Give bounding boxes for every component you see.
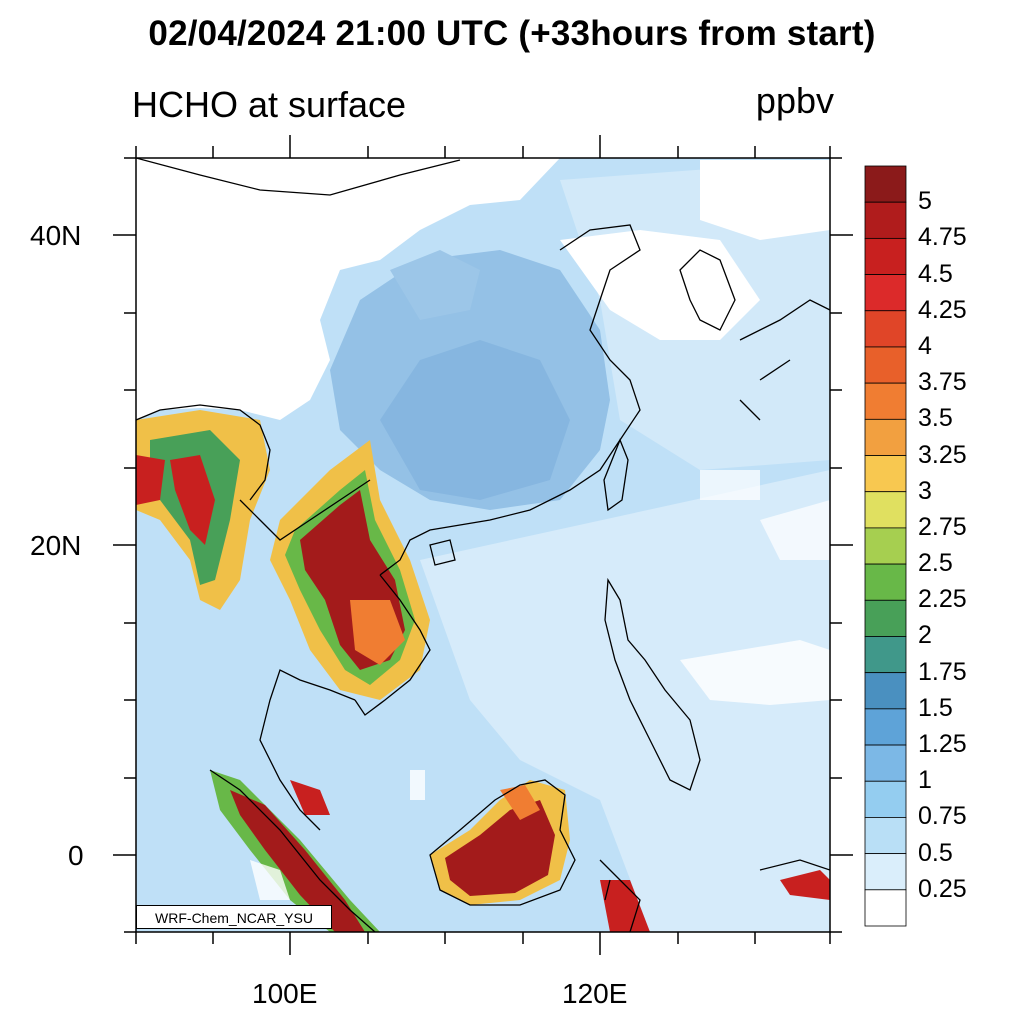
colorbar-swatch [864, 310, 907, 348]
korea-white-region [560, 230, 760, 340]
new-guinea-coastline [759, 859, 830, 871]
hcho-field [136, 158, 830, 932]
taiwan-coastline [603, 438, 629, 512]
korea-coastline [679, 249, 736, 331]
colorbar-level-label: 2.75 [918, 512, 967, 541]
colorbar-swatch [864, 418, 907, 456]
lat-label-20n: 20N [30, 530, 82, 561]
china-coastline [379, 224, 641, 576]
colorbar-level-label: 0.5 [918, 838, 953, 867]
colorbar-swatch [864, 382, 907, 420]
colorbar-swatch [864, 201, 907, 239]
colorbar-swatch [864, 455, 907, 493]
colorbar-level-label: 0.25 [918, 874, 967, 903]
colorbar-swatch [864, 527, 907, 565]
colorbar-level-label: 3 [918, 476, 932, 505]
lon-label-120e: 120E [562, 978, 628, 1009]
colorbar-swatch [864, 817, 907, 855]
border-line [239, 479, 371, 541]
axis-ticks [113, 135, 853, 955]
malay-peninsula-coastline [259, 669, 356, 831]
colorbar-swatch [864, 744, 907, 782]
colorbar-swatch [864, 853, 907, 891]
borneo-coastline [429, 779, 576, 906]
colorbar-swatch [864, 165, 907, 203]
variable-label: HCHO at surface [132, 84, 407, 125]
sulawesi-hotspot [600, 880, 650, 932]
colorbar [864, 165, 907, 927]
colorbar-level-label: 3.25 [918, 440, 967, 469]
colorbar-swatch [864, 780, 907, 818]
colorbar-level-label: 3.5 [918, 404, 953, 433]
coastlines [136, 158, 830, 932]
lat-label-0: 0 [68, 840, 84, 871]
sumatra-coastline [209, 769, 376, 932]
colorbar-level-label: 3.75 [918, 368, 967, 397]
colorbar-swatch [864, 237, 907, 275]
colorbar-swatch [864, 672, 907, 710]
border-line [136, 158, 461, 196]
colorbar-level-label: 4 [918, 331, 932, 360]
border-line [136, 404, 271, 501]
colorbar-level-label: 0.75 [918, 802, 967, 831]
japan-coastline [739, 299, 830, 421]
colorbar-level-label: 1.5 [918, 693, 953, 722]
colorbar-level-label: 5 [918, 187, 932, 216]
map-title: 02/04/2024 21:00 UTC (+33hours from star… [148, 14, 876, 53]
colorbar-swatch [864, 346, 907, 384]
northeast-white-region [700, 160, 830, 240]
hainan-coastline [429, 539, 456, 566]
colorbar-swatch [864, 599, 907, 637]
colorbar-level-label: 2.5 [918, 549, 953, 578]
colorbar-level-label: 2.25 [918, 585, 967, 614]
colorbar-swatch [864, 563, 907, 601]
colorbar-level-label: 1.75 [918, 657, 967, 686]
colorbar-swatch [864, 889, 907, 927]
units-label: ppbv [755, 80, 834, 121]
colorbar-level-label: 2 [918, 621, 932, 650]
lat-label-40n: 40N [30, 220, 82, 251]
colorbar-level-label: 1 [918, 766, 932, 795]
colorbar-swatch [864, 491, 907, 529]
mongolia-white-region [136, 158, 560, 420]
colorbar-level-label: 4.5 [918, 259, 953, 288]
model-credit: WRF-Chem_NCAR_YSU [136, 905, 332, 929]
colorbar-swatch [864, 274, 907, 312]
colorbar-level-label: 4.25 [918, 295, 967, 324]
ocean-light-region [420, 470, 830, 932]
vietnam-coastline [354, 574, 431, 716]
new-guinea-hotspot [780, 870, 830, 900]
colorbar-swatch [864, 636, 907, 674]
colorbar-level-label: 1.25 [918, 730, 967, 759]
colorbar-swatch [864, 708, 907, 746]
philippines-coastline [604, 577, 701, 791]
colorbar-level-label: 4.75 [918, 223, 967, 252]
lon-label-100e: 100E [252, 978, 318, 1009]
sulawesi-coastline [599, 859, 641, 932]
china-core-region [380, 340, 570, 500]
